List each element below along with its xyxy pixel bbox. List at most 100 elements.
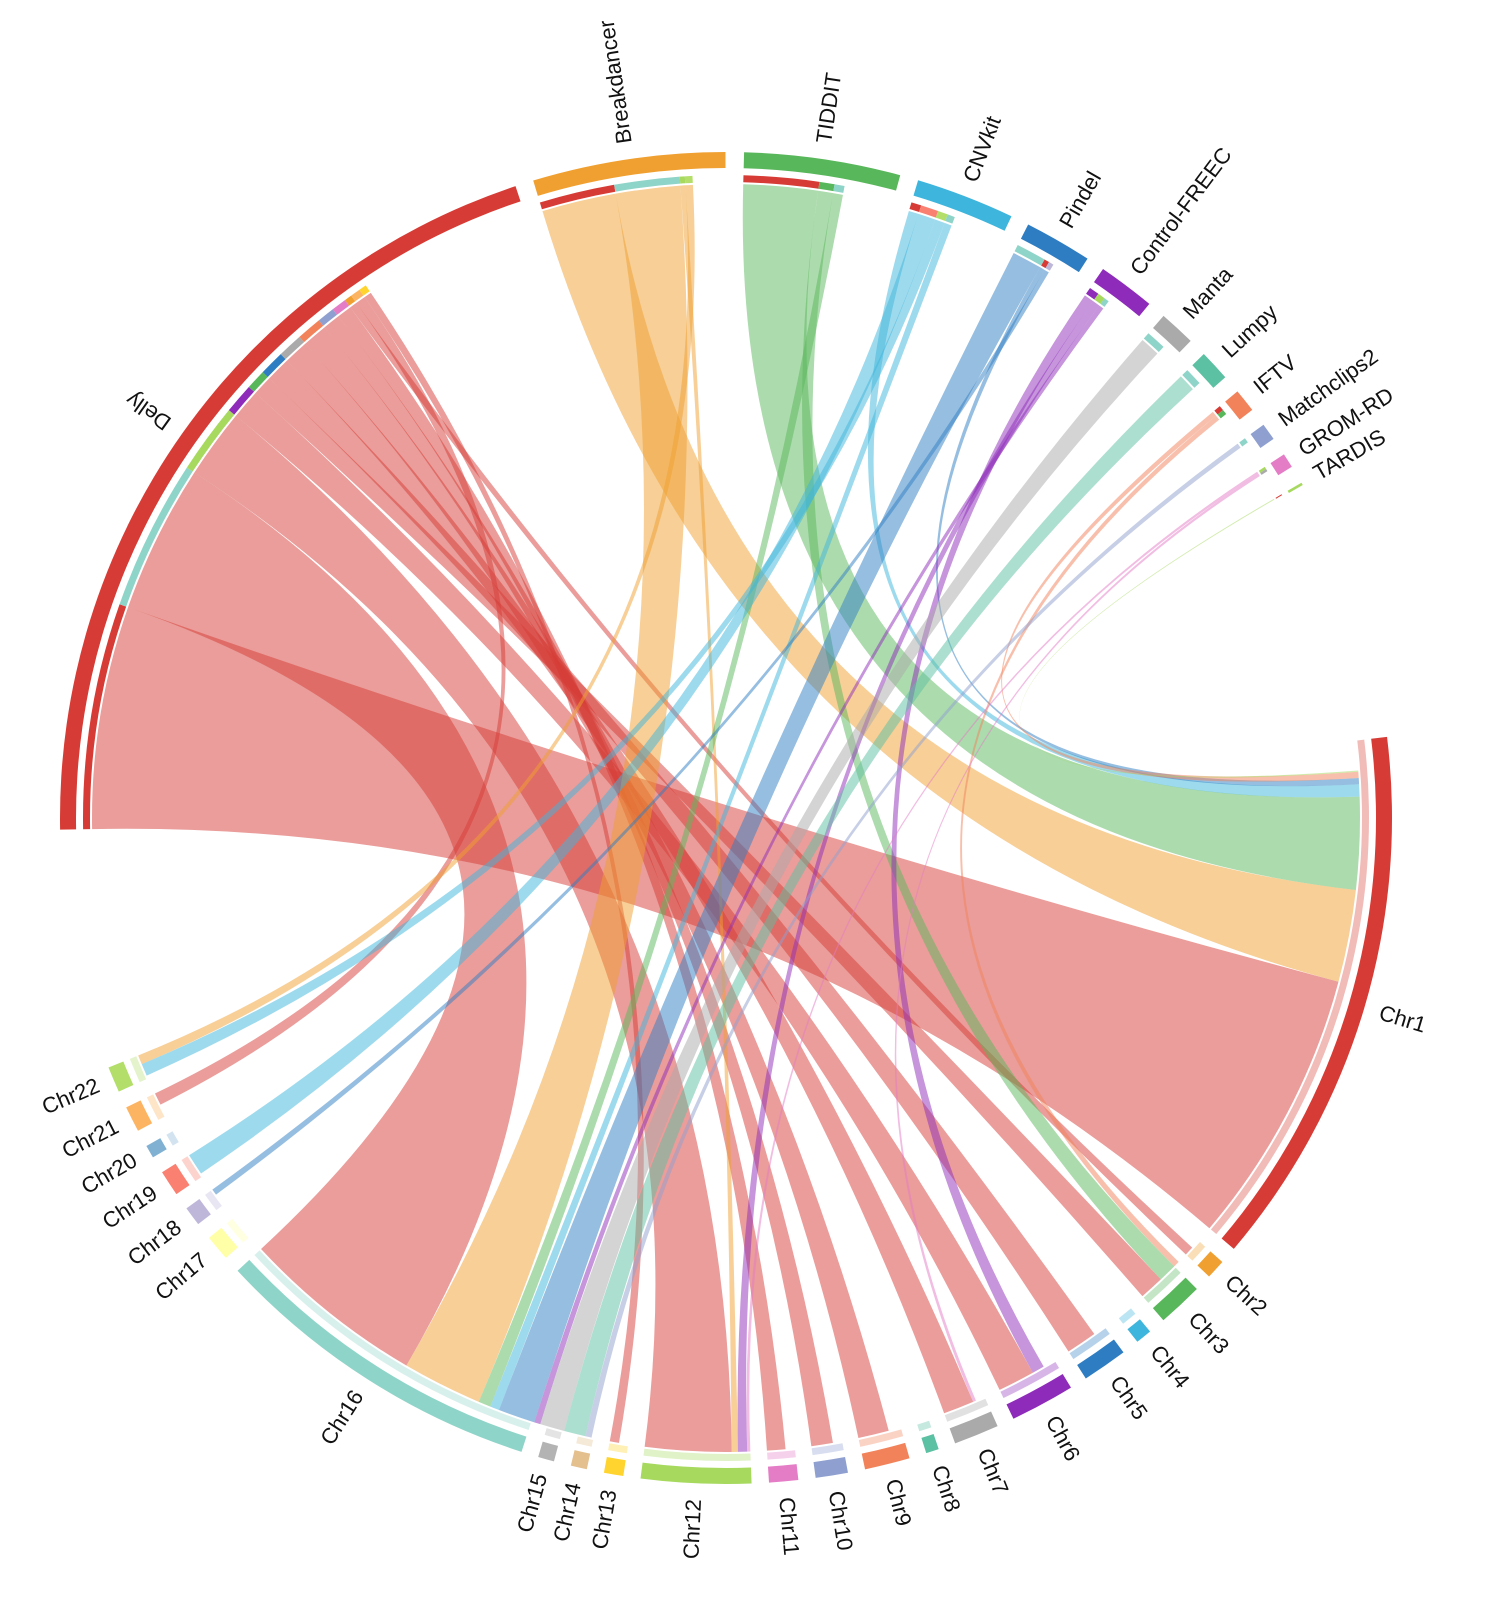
inner-track-delly-chr11	[332, 300, 350, 315]
tool-arc-delly	[60, 186, 521, 830]
chromosome-arc-chr13	[603, 1456, 626, 1477]
chromosome-arc-chr15	[538, 1441, 559, 1462]
inner-track-pindel-chr18	[1045, 262, 1054, 271]
sector-tracks	[60, 152, 1392, 1484]
inner-track-delly-chr13	[359, 285, 370, 296]
inner-track-control-freec-chr16	[1100, 298, 1109, 307]
chromosome-label-chr17: Chr17	[150, 1247, 212, 1305]
inner-track-chr18	[205, 1190, 222, 1211]
inner-track-cnvkit-chr22	[935, 210, 948, 221]
inner-track-iftv-chr1	[1214, 406, 1224, 415]
chromosome-arc-chr17	[208, 1227, 238, 1258]
tool-label-pindel: Pindel	[1054, 167, 1106, 232]
inner-track-tiddit-chr3	[818, 181, 835, 192]
inner-track-cnvkit-chr16	[945, 214, 955, 224]
tool-arc-iftv	[1225, 391, 1253, 420]
chromosome-arc-chr6	[1006, 1373, 1071, 1419]
chromosome-arc-chr4	[1127, 1319, 1151, 1342]
inner-track-chr19	[181, 1156, 202, 1182]
ribbon-tardis-chr1	[1019, 498, 1359, 778]
chromosome-label-chr16: Chr16	[315, 1385, 368, 1449]
inner-track-iftv-chr3	[1217, 410, 1227, 419]
inner-track-chr7	[944, 1398, 989, 1422]
inner-track-cnvkit-chr1	[909, 202, 922, 213]
chord-ribbons	[91, 184, 1360, 1452]
chromosome-arc-chr16	[237, 1259, 527, 1452]
inner-track-chr22	[129, 1056, 147, 1083]
chromosome-arc-chr7	[949, 1411, 998, 1444]
tool-label-lumpy: Lumpy	[1217, 299, 1282, 362]
inner-track-breakdancer-chr16	[614, 176, 681, 192]
inner-track-delly-chr2	[344, 295, 356, 306]
chromosome-label-chr6: Chr6	[1041, 1411, 1086, 1465]
tool-arc-control-freec	[1093, 268, 1150, 317]
inner-track-control-freec-chr12	[1094, 293, 1105, 304]
inner-track-delly-chr21	[351, 289, 364, 302]
tool-arc-matchclips2	[1250, 424, 1274, 448]
inner-track-pindel-chr16	[1014, 244, 1045, 266]
inner-track-tiddit-chr1	[743, 175, 820, 189]
chromosome-label-chr9: Chr9	[881, 1476, 917, 1528]
chromosome-arc-chr2	[1197, 1251, 1223, 1277]
inner-track-breakdancer-chr22	[684, 175, 693, 184]
tool-arc-cnvkit	[913, 180, 1012, 231]
ribbon-delly-chr7	[286, 343, 974, 1414]
tool-arc-grom-rd	[1270, 454, 1292, 476]
chromosome-label-chr1: Chr1	[1376, 1000, 1429, 1038]
chromosome-arc-chr9	[861, 1442, 910, 1470]
chromosome-arc-chr1	[1221, 736, 1392, 1249]
inner-track-cnvkit-chr19	[919, 205, 939, 218]
ribbon-delly-chr21	[154, 297, 506, 1105]
inner-track-chr11	[767, 1450, 796, 1460]
inner-track-delly-chr7	[280, 336, 305, 360]
inner-track-matchclips2-chr16	[1239, 438, 1248, 447]
tool-arc-lumpy	[1192, 354, 1226, 388]
tool-label-control-freec: Control-FREEC	[1125, 142, 1237, 279]
inner-track-tardis-chr1	[1275, 494, 1283, 499]
tool-label-manta: Manta	[1178, 261, 1238, 323]
chromosome-label-chr11: Chr11	[774, 1496, 804, 1556]
chromosome-label-chr13: Chr13	[587, 1488, 622, 1551]
inner-track-delly-chr10	[318, 309, 338, 326]
tool-arc-tardis	[1287, 482, 1303, 493]
tool-arc-tiddit	[743, 152, 901, 191]
tool-arc-breakdancer	[533, 152, 726, 196]
tool-label-cnvkit: CNVkit	[958, 113, 1006, 186]
inner-track-control-freec-chr6	[1086, 287, 1099, 300]
inner-track-chr12	[643, 1448, 751, 1461]
inner-track-pindel-chr1	[1041, 259, 1050, 269]
chromosome-arc-chr18	[186, 1199, 211, 1225]
inner-track-chr15	[544, 1428, 562, 1440]
chromosome-arc-chr20	[146, 1138, 167, 1158]
inner-track-delly-chr3	[248, 372, 268, 392]
inner-track-chr8	[917, 1420, 932, 1432]
inner-track-grom-rd-chr7	[1260, 469, 1268, 475]
chromosome-label-chr10: Chr10	[824, 1489, 858, 1552]
ribbon-breakdancer-chr16	[406, 185, 688, 1402]
tool-label-iftv: IFTV	[1249, 349, 1302, 399]
ribbon-pindel-chr16	[499, 253, 1041, 1423]
chromosome-arc-chr5	[1077, 1339, 1124, 1379]
inner-track-delly-chr5	[262, 354, 286, 377]
inner-track-delly-chr12	[186, 410, 235, 472]
chromosome-label-chr8: Chr8	[927, 1462, 966, 1515]
inner-track-chr2	[1187, 1242, 1206, 1261]
inner-track-chr21	[146, 1094, 165, 1120]
inner-track-delly-chr6	[228, 386, 255, 415]
chromosome-arc-chr21	[126, 1100, 153, 1131]
chromosome-label-chr5: Chr5	[1105, 1371, 1153, 1424]
chromosome-label-chr4: Chr4	[1145, 1340, 1194, 1393]
chromosome-arc-chr10	[813, 1457, 848, 1478]
inner-track-grom-rd-chr12	[1258, 466, 1267, 473]
tool-label-tiddit: TIDDIT	[811, 71, 846, 145]
inner-track-chr9	[858, 1429, 904, 1447]
inner-track-breakdancer-chr1	[539, 184, 616, 210]
chromosome-arc-chr11	[767, 1464, 799, 1483]
inner-track-manta-chr16	[1143, 333, 1164, 352]
tool-arc-pindel	[1020, 224, 1088, 273]
inner-track-chr20	[166, 1131, 179, 1146]
inner-track-chr4	[1118, 1308, 1136, 1324]
ribbon-breakdancer-chr1	[542, 193, 1356, 982]
tool-label-delly: Delly	[121, 387, 175, 436]
